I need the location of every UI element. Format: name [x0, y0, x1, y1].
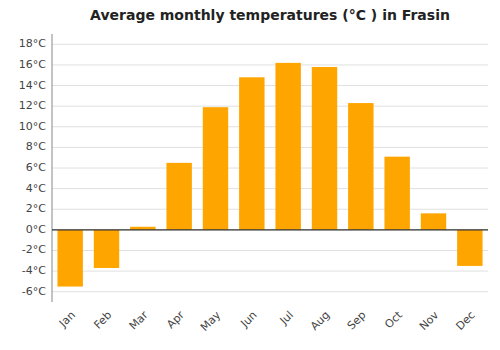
x-tick-label: Nov: [417, 308, 442, 333]
bar: [457, 230, 482, 266]
x-tick-label: Jan: [56, 309, 78, 331]
y-tick-label: -6°C: [22, 285, 46, 298]
y-tick-label: -2°C: [22, 243, 46, 256]
grid-line: [52, 85, 488, 86]
y-tick-label: 2°C: [26, 202, 46, 215]
grid-line: [52, 44, 488, 45]
grid-line: [52, 188, 488, 189]
y-tick-label: 18°C: [19, 37, 46, 50]
bars: [57, 63, 482, 287]
chart: -6°C -4°C -2°C 0°C 2°C 4°C 6°C 8°C 10°C 12°C 14°C 1…: [0, 0, 500, 350]
y-tick-label: 10°C: [19, 120, 46, 133]
y-tick-label: -4°C: [22, 264, 46, 277]
grid-line: [52, 168, 488, 169]
bar: [421, 213, 446, 229]
y-tick-label: 6°C: [26, 161, 46, 174]
x-tick-label: Dec: [453, 309, 477, 333]
bar: [203, 107, 228, 230]
bar: [239, 77, 264, 230]
x-tick-label: Sep: [345, 309, 369, 333]
grid-line: [52, 126, 488, 127]
bar: [57, 230, 82, 287]
y-tick-label: 16°C: [19, 58, 46, 71]
grid-line: [52, 271, 488, 272]
y-tick-label: 14°C: [19, 79, 46, 92]
x-tick-label: Mar: [127, 308, 151, 332]
bar: [166, 163, 191, 230]
x-tick-label: May: [198, 308, 224, 334]
grid: [52, 44, 488, 291]
x-tick-labels: Jan Feb Mar Apr May Jun Jul Aug Sep Oct Nov Dec: [56, 308, 478, 334]
grid-line: [52, 209, 488, 210]
y-axis-line: [52, 34, 53, 302]
zero-line: [52, 229, 488, 230]
grid-line: [52, 147, 488, 148]
x-tick-label: Feb: [91, 309, 114, 332]
grid-line: [52, 64, 488, 65]
x-tick-label: Jun: [238, 309, 260, 331]
x-tick-label: Aug: [308, 309, 332, 333]
grid-line: [52, 229, 488, 230]
x-tick-label: Apr: [164, 308, 187, 331]
chart-container: -6°C -4°C -2°C 0°C 2°C 4°C 6°C 8°C 10°C 12°C 14°C 1…: [0, 0, 500, 350]
bar: [94, 230, 119, 268]
y-tick-label: 0°C: [26, 223, 46, 236]
y-tick-labels: -6°C -4°C -2°C 0°C 2°C 4°C 6°C 8°C 10°C 12°C 14°C 1…: [19, 37, 46, 297]
y-tick-label: 8°C: [26, 140, 46, 153]
y-tick-label: 12°C: [19, 99, 46, 112]
bar: [348, 103, 373, 230]
x-tick-label: Jul: [277, 309, 296, 328]
title: Average monthly temperatures (°C ) in Fr…: [90, 7, 450, 23]
x-tick-label: Oct: [382, 308, 405, 331]
bar: [384, 157, 409, 230]
y-tick-label: 4°C: [26, 182, 46, 195]
grid-line: [52, 106, 488, 107]
grid-line: [52, 291, 488, 292]
bar: [275, 63, 300, 230]
bar: [312, 67, 337, 230]
